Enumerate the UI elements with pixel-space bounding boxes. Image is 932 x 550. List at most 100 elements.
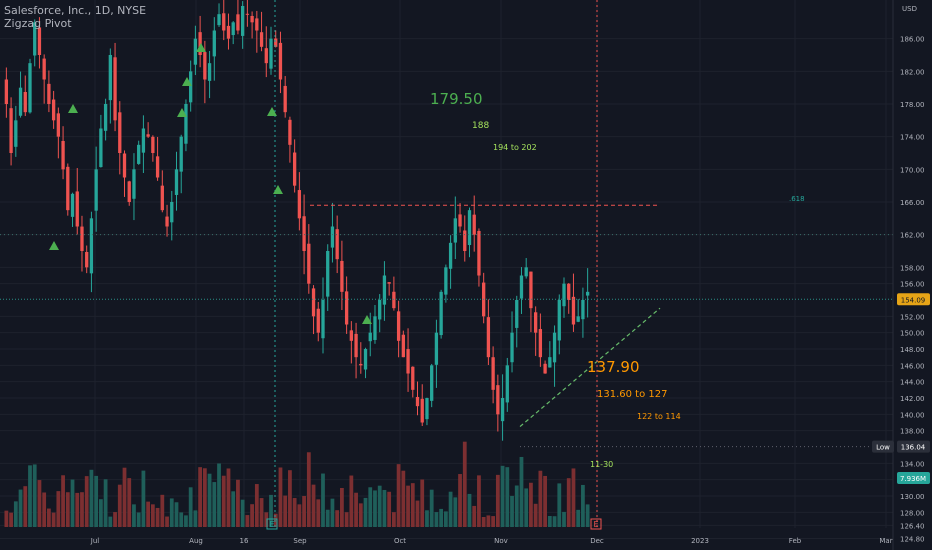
candle-body xyxy=(245,13,250,15)
volume-bar xyxy=(32,464,37,527)
volume-bar xyxy=(98,499,103,527)
candle-body xyxy=(264,48,268,64)
volume-bar xyxy=(557,483,562,527)
candle-body xyxy=(99,128,103,168)
volume-bar xyxy=(486,515,491,527)
candle-body xyxy=(132,169,136,199)
candle-body xyxy=(89,218,94,274)
y-tick-label: 186.00 xyxy=(900,36,925,44)
candle-body xyxy=(477,230,481,276)
volume-bar xyxy=(122,467,127,527)
candle-body xyxy=(538,329,543,358)
candle-body xyxy=(302,216,306,251)
candle-body xyxy=(236,14,240,31)
candle-body xyxy=(118,112,122,153)
pivot-up-icon xyxy=(267,107,277,116)
price-axis[interactable]: USD 186.00 182.00 178.00 174.00 170.00 166.00 1… xyxy=(892,0,925,550)
volume-bar xyxy=(231,491,236,527)
volume-bar xyxy=(552,516,557,527)
volume-bar xyxy=(524,488,529,527)
volume-bar xyxy=(136,512,141,527)
volume-bar xyxy=(212,482,217,527)
annotation-label: .618 xyxy=(789,195,805,203)
pivot-up-icon xyxy=(196,43,206,52)
candle-body xyxy=(444,267,448,295)
volume-bar xyxy=(340,487,344,527)
candle-body xyxy=(179,136,183,172)
candle-body xyxy=(510,332,514,363)
volume-bar xyxy=(132,504,136,527)
y-tick-label: 182.00 xyxy=(900,68,925,76)
candle-body xyxy=(439,291,443,336)
time-axis[interactable]: Jul Aug 16 Sep Oct Nov Dec 2023 Feb Mar xyxy=(90,537,893,545)
candle-body xyxy=(316,308,320,333)
price-tags: 154.09 136.04 Low 7.936M xyxy=(872,293,930,484)
candle-body xyxy=(434,332,439,365)
volume-bar xyxy=(462,441,467,527)
earnings-label: E xyxy=(593,520,598,529)
vertical-grid xyxy=(94,0,887,528)
volume-bar xyxy=(269,494,273,527)
candle-body xyxy=(137,144,141,164)
volume-bar xyxy=(434,512,439,527)
annotation-label: 131.60 to 127 xyxy=(597,389,667,400)
volume-bar xyxy=(358,503,363,527)
price-tag-value: 136.04 xyxy=(901,444,926,452)
volume-bar xyxy=(510,495,514,527)
x-tick-label: Mar xyxy=(879,537,892,545)
candle-body xyxy=(203,52,207,80)
volume-bar xyxy=(9,512,13,527)
volume-bar xyxy=(533,503,538,527)
candle-body xyxy=(392,291,396,309)
volume-bar xyxy=(377,485,382,527)
x-tick-label: Nov xyxy=(494,537,508,545)
candle-body xyxy=(113,57,117,121)
x-tick-label: Jul xyxy=(90,537,100,545)
candle-body xyxy=(330,226,335,248)
candle-body xyxy=(359,363,363,366)
candle-body xyxy=(103,104,108,131)
y-tick-label: 156.00 xyxy=(900,281,925,289)
volume-bar xyxy=(467,493,472,527)
volume-bar xyxy=(491,516,496,527)
volume-bar xyxy=(236,479,240,527)
candle-body xyxy=(448,242,453,269)
candle-body xyxy=(311,288,316,317)
candle-body xyxy=(491,357,495,390)
price-tag-value: 154.09 xyxy=(901,296,926,304)
annotation-label: 122 to 114 xyxy=(637,412,681,421)
pivot-up-icon xyxy=(49,241,59,250)
candle-body xyxy=(382,275,387,305)
volume-bar xyxy=(481,516,486,527)
pivot-up-icon xyxy=(68,104,78,113)
volume-bar xyxy=(368,487,373,527)
volume-bar xyxy=(297,504,302,527)
volume-bar xyxy=(401,470,406,527)
volume-bar xyxy=(288,470,292,527)
candle-body xyxy=(80,226,84,251)
symbol-title: Salesforce, Inc., 1D, NYSE xyxy=(4,4,147,17)
volume-bar xyxy=(240,499,245,527)
candle-body xyxy=(85,251,89,268)
price-tag xyxy=(897,472,930,484)
y-tick-label: 170.00 xyxy=(900,166,925,174)
volume-bar xyxy=(193,510,198,527)
volume-bar xyxy=(311,484,316,527)
candle-body xyxy=(585,291,590,296)
volume-bar xyxy=(198,467,203,527)
volume-bar xyxy=(37,480,42,527)
volume-bar xyxy=(292,498,297,527)
volume-bar xyxy=(259,498,264,527)
candle-body xyxy=(415,396,420,407)
candle-body xyxy=(576,316,580,322)
x-tick-label: 2023 xyxy=(691,537,709,545)
volume-bar xyxy=(566,478,571,527)
volume-bar xyxy=(458,474,462,527)
currency-label: USD xyxy=(902,5,917,13)
volume-bar xyxy=(443,511,448,527)
y-tick-label: 150.00 xyxy=(900,330,925,338)
pivot-up-icon xyxy=(273,185,283,194)
candle-body xyxy=(222,13,226,31)
